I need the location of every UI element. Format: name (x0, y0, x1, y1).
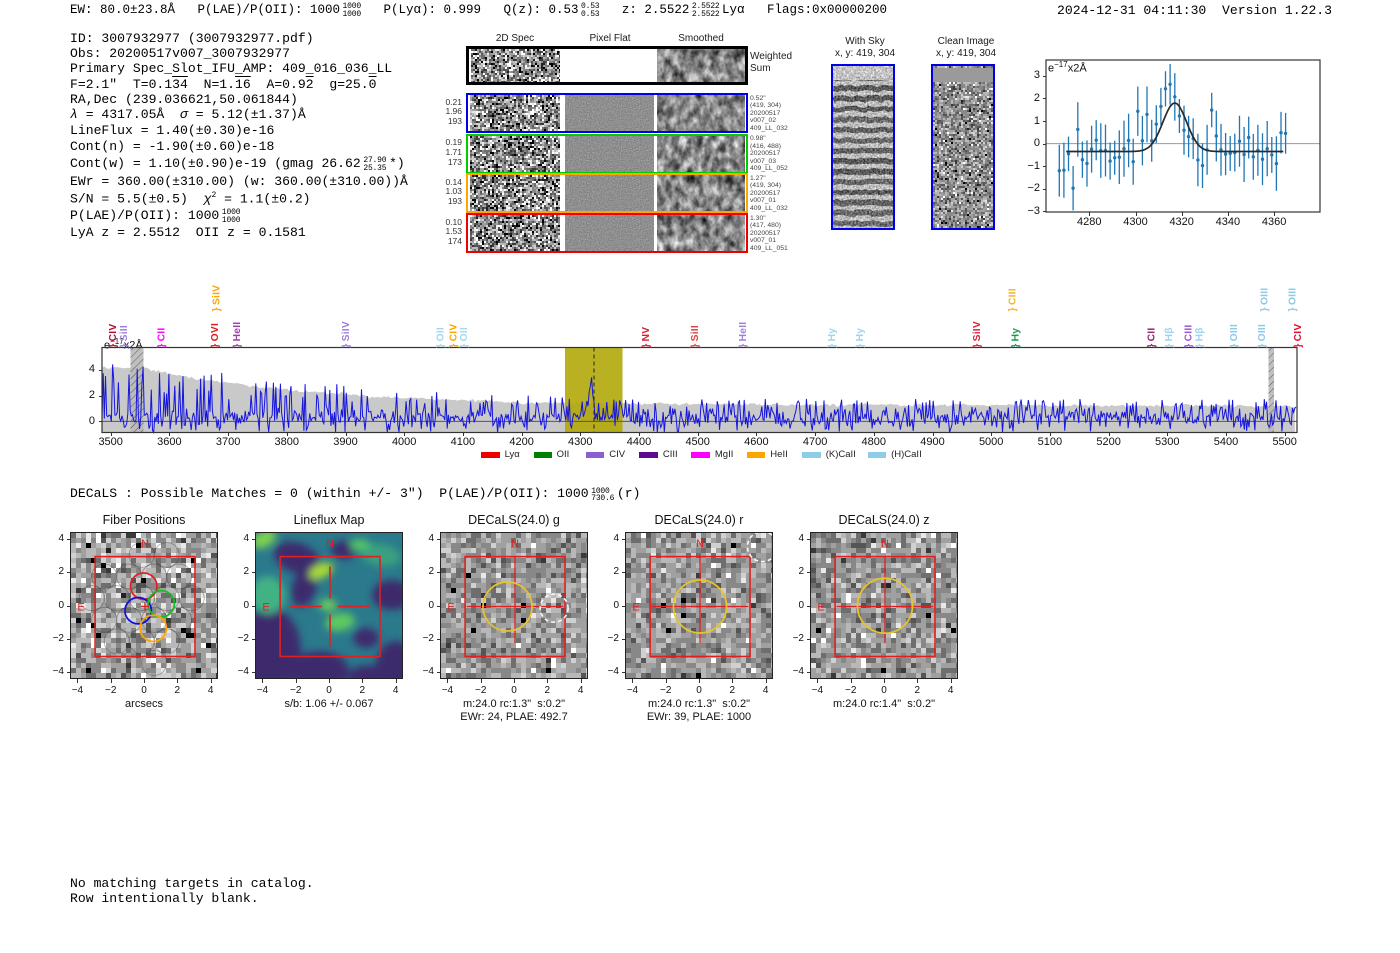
svg-text:E: E (77, 602, 84, 614)
svg-text:N: N (511, 538, 519, 550)
svg-text:E: E (447, 602, 454, 614)
svg-text:E: E (632, 602, 639, 614)
svg-text:N: N (881, 538, 889, 550)
svg-text:E: E (817, 602, 824, 614)
svg-text:N: N (326, 538, 334, 550)
svg-text:N: N (696, 538, 704, 550)
svg-text:N: N (141, 538, 149, 550)
svg-text:E: E (262, 602, 269, 614)
